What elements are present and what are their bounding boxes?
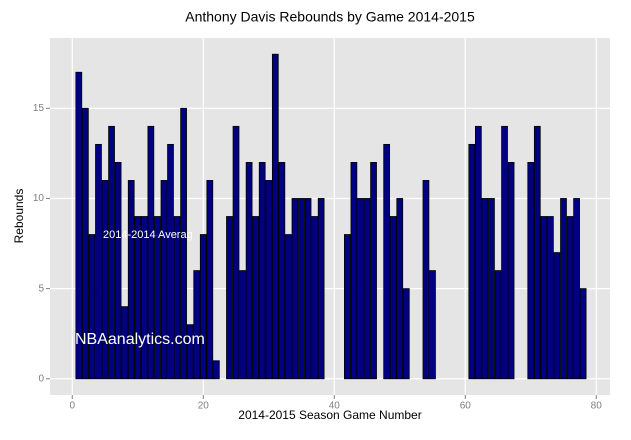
bar: [134, 216, 142, 380]
bar: [121, 306, 129, 380]
bar: [180, 107, 187, 380]
bar: [271, 53, 279, 380]
bar: [507, 162, 515, 380]
bar: [475, 125, 482, 380]
bar: [114, 162, 122, 380]
bar: [186, 324, 194, 380]
y-tick-label: 5: [38, 283, 44, 294]
bar: [75, 71, 83, 380]
bar: [579, 288, 587, 380]
x-tick-label: 80: [591, 401, 603, 412]
y-axis-label: Rebounds: [12, 189, 26, 244]
bar: [140, 216, 148, 380]
bar: [258, 162, 266, 380]
bar: [245, 162, 253, 380]
bar: [239, 270, 246, 380]
bar: [488, 198, 495, 380]
bar: [193, 270, 201, 380]
y-tick-label: 15: [33, 103, 45, 114]
bar: [95, 143, 102, 380]
bar: [429, 270, 436, 380]
bar: [147, 125, 155, 380]
bar: [573, 198, 580, 380]
bar: [383, 143, 391, 380]
bar: [370, 162, 377, 380]
bar: [363, 198, 371, 380]
bar: [402, 288, 410, 380]
bar: [278, 162, 286, 380]
x-tick-label: 0: [69, 401, 75, 412]
bar: [547, 216, 554, 380]
bar: [396, 198, 404, 380]
bar: [468, 143, 476, 380]
bar: [311, 216, 318, 380]
annotation: 2014-2014 Averag: [103, 229, 193, 241]
bar: [304, 198, 312, 380]
bar: [232, 125, 240, 380]
bar: [350, 162, 358, 380]
bar: [291, 198, 299, 380]
bar: [357, 198, 364, 380]
bar: [285, 234, 292, 380]
chart-title: Anthony Davis Rebounds by Game 2014-2015: [185, 9, 475, 25]
bar: [566, 216, 574, 380]
bar: [206, 180, 214, 380]
bar: [213, 360, 220, 380]
bar: [154, 216, 161, 380]
x-tick-label: 40: [329, 401, 341, 412]
bar: [173, 216, 181, 380]
bar: [317, 198, 325, 380]
bar: [127, 180, 135, 380]
bar: [422, 180, 430, 380]
bar: [108, 125, 115, 380]
bar: [298, 198, 305, 380]
bar: [265, 180, 273, 380]
y-tick-label: 10: [33, 193, 45, 204]
bar: [199, 234, 207, 380]
bar: [101, 180, 109, 380]
x-axis-label: 2014-2015 Season Game Number: [238, 408, 421, 422]
bar: [160, 180, 168, 380]
bar: [553, 252, 561, 380]
bar: [389, 216, 397, 380]
y-tick-label: 0: [38, 373, 44, 384]
annotation: NBAanalytics.com: [75, 331, 205, 348]
x-tick-label: 20: [198, 401, 210, 412]
bar: [82, 107, 89, 380]
bar: [88, 234, 96, 380]
bar: [560, 198, 567, 380]
bar: [540, 216, 548, 380]
bar: [481, 198, 489, 380]
bar: [527, 162, 535, 380]
bar: [167, 143, 174, 380]
bar: [533, 125, 541, 380]
bar: [494, 270, 502, 380]
bar: [252, 216, 260, 380]
bar: [344, 234, 351, 380]
bar: [226, 216, 233, 380]
bar: [501, 125, 508, 380]
x-tick-label: 60: [460, 401, 472, 412]
